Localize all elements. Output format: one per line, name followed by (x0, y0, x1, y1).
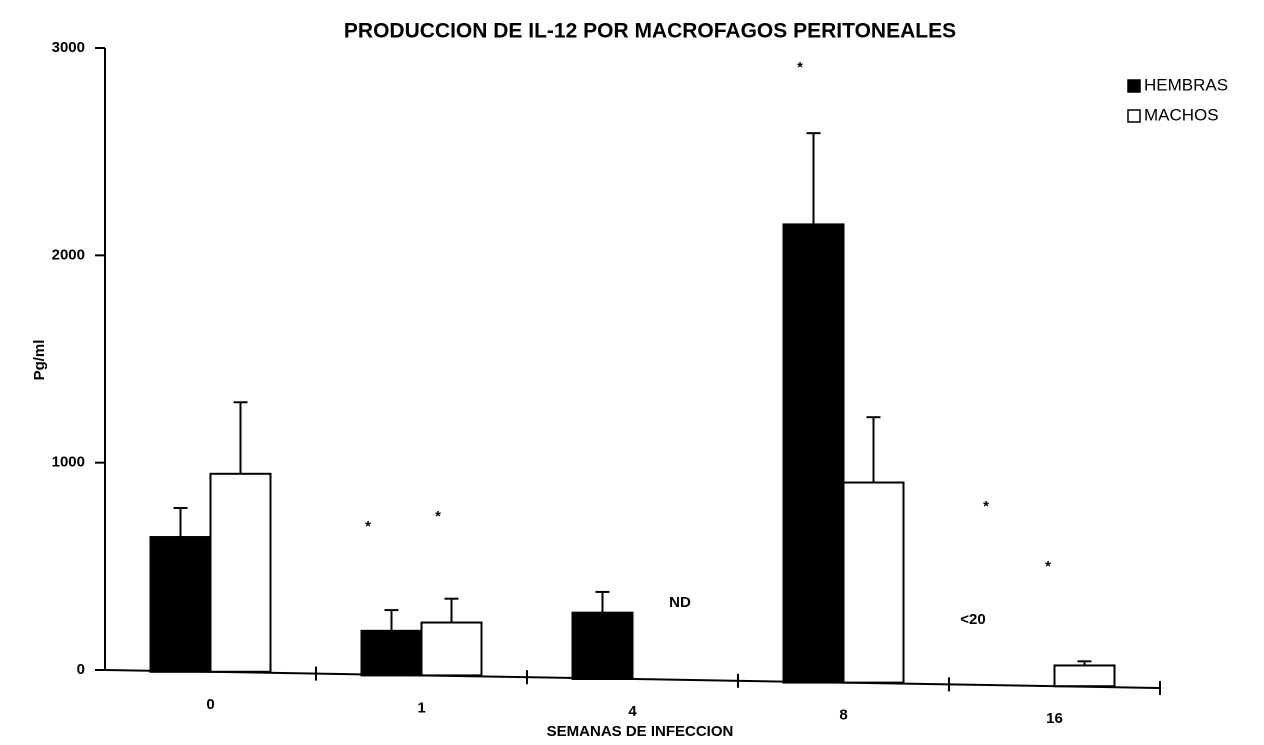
legend-swatch (1127, 79, 1141, 93)
y-tick-label: 0 (77, 661, 85, 678)
chart-title: PRODUCCION DE IL-12 POR MACROFAGOS PERIT… (344, 20, 956, 43)
bar (842, 481, 905, 684)
x-tick-label: 16 (1046, 710, 1063, 727)
annotation: * (983, 498, 989, 515)
bar (360, 629, 423, 677)
legend-swatch (1127, 109, 1141, 123)
bar (149, 536, 212, 673)
y-tick-label: 3000 (52, 39, 85, 56)
annotation: * (365, 518, 371, 535)
y-tick-label: 2000 (52, 246, 85, 263)
x-axis-label: SEMANAS DE INFECCION (547, 723, 734, 740)
y-tick-label: 1000 (52, 454, 85, 471)
annotation: * (435, 508, 441, 525)
x-tick-label: 0 (206, 696, 214, 713)
bar (209, 472, 272, 673)
y-axis-label: Pg/ml (31, 340, 48, 381)
annotation: ND (669, 594, 691, 611)
annotation: * (1045, 558, 1051, 575)
legend-text: HEMBRAS (1144, 75, 1228, 94)
x-tick-label: 1 (417, 699, 425, 716)
bar (420, 621, 483, 677)
annotation: <20 (960, 611, 985, 628)
bar (571, 611, 634, 680)
bar (782, 223, 845, 684)
legend-text: MACHOS (1144, 105, 1219, 124)
x-tick-label: 8 (839, 707, 847, 724)
x-tick-label: 4 (628, 703, 637, 720)
bar (1053, 664, 1116, 688)
annotation: * (797, 59, 803, 76)
